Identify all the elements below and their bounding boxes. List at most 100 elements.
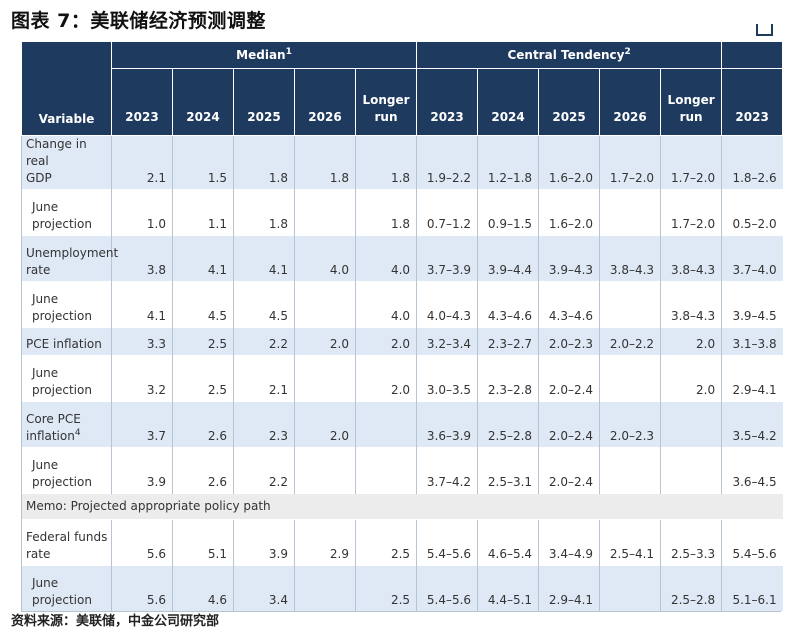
row-label-line: projection [32, 383, 92, 397]
table-cell: 2.1 [111, 135, 173, 190]
table-cell: 3.8–4.3 [660, 235, 722, 282]
table-cell: 3.3 [111, 327, 173, 356]
table-cell: 3.8–4.3 [599, 235, 661, 282]
table-row: June projection 4.1 4.5 4.5 4.0 4.0–4.3 4.3–4.6… [21, 281, 783, 328]
year-header-line: 2023 [125, 110, 159, 124]
table-cell: 2.0–2.2 [599, 327, 661, 356]
year-header: 2026 [599, 68, 662, 136]
table-cell: 4.1 [111, 281, 173, 328]
table-cell: 3.2–3.4 [416, 327, 478, 356]
table-cell: 2.9–4.1 [538, 565, 600, 611]
table-cell: 4.3–4.6 [538, 281, 600, 328]
table-cell: 3.2 [111, 355, 173, 402]
year-header: 2024 [477, 68, 540, 136]
row-label: June projection [21, 355, 112, 402]
row-label-line: Federal funds [26, 530, 108, 544]
table-row: Change in real GDP 2.1 1.5 1.8 1.8 1.8 1.9–2.2 1… [21, 135, 783, 190]
table-cell: 2.5–2.8 [477, 401, 539, 448]
central-tendency-label: Central Tendency [507, 48, 625, 62]
table-cell [599, 447, 661, 494]
table-cell [354, 447, 417, 494]
row-label: June projection [21, 447, 112, 494]
table-cell: 0.5–2.0 [721, 189, 783, 236]
table-cell: 2.3–2.7 [477, 327, 539, 356]
table-cell: 3.9–4.5 [721, 281, 783, 328]
table-cell: 2.5 [354, 565, 417, 611]
memo-label: Memo: Projected appropriate policy path [20, 493, 783, 520]
table-cell [294, 189, 356, 236]
row-label-line: June [32, 576, 59, 590]
table-cell: 1.5 [172, 135, 234, 190]
year-header: 2026 [294, 68, 356, 136]
table-cell: 2.5–2.8 [660, 565, 722, 611]
year-header: Longer run [660, 68, 723, 136]
table-row: PCE inflation 3.3 2.5 2.2 2.0 2.0 3.2–3.4 2.3–2… [21, 327, 783, 356]
table-cell: 0.9–1.5 [477, 189, 539, 236]
row-label-line: rate [26, 547, 51, 561]
row-label-line: June [32, 200, 59, 214]
row-label-line: PCE inflation [26, 337, 102, 351]
table-cell: 1.9–2.2 [416, 135, 478, 190]
table-cell: 5.1 [172, 519, 234, 566]
year-header: 2025 [538, 68, 601, 136]
table-cell: 1.1 [172, 189, 234, 236]
table-cell: 5.4–5.6 [416, 565, 478, 611]
row-label: Core PCE inflation4 [21, 401, 112, 448]
year-header-line: run [374, 110, 398, 124]
row-label-line: projection [32, 217, 92, 231]
table-cell: 2.0 [660, 327, 722, 356]
year-header-line: 2025 [247, 110, 281, 124]
table-row: June projection 1.0 1.1 1.8 1.8 0.7–1.2 0.9–1.5… [21, 189, 783, 236]
row-label-line: June [32, 458, 59, 472]
table-cell: 2.6 [172, 447, 234, 494]
table-cell: 5.1–6.1 [721, 565, 783, 611]
table-cell: 3.7–3.9 [416, 235, 478, 282]
variable-header: Variable [21, 42, 112, 136]
table-cell: 1.7–2.0 [660, 135, 722, 190]
table-cell: 4.3–4.6 [477, 281, 539, 328]
table-cell: 2.0 [660, 355, 722, 402]
row-label: June projection [21, 189, 112, 236]
year-header-line: 2024 [186, 110, 220, 124]
table-header: Variable Median1 Central Tendency2 2023 2… [21, 42, 784, 136]
row-label: PCE inflation [21, 327, 112, 356]
year-header-line: 2025 [552, 110, 586, 124]
table-cell: 3.6–3.9 [416, 401, 478, 448]
year-header-line: Longer [667, 93, 715, 107]
row-label-line: June [32, 366, 59, 380]
table-cell: 2.5–3.3 [660, 519, 722, 566]
table-cell: 3.0–3.5 [416, 355, 478, 402]
row-label-line: projection [32, 593, 92, 607]
table-cell: 2.3 [233, 401, 295, 448]
table-cell: 2.0–2.4 [538, 355, 600, 402]
table-cell: 3.9 [111, 447, 173, 494]
table-cell: 2.0–2.3 [538, 327, 600, 356]
range-header [721, 42, 784, 69]
table-cell: 2.5 [172, 355, 234, 402]
table-cell: 3.4 [233, 565, 295, 611]
table-cell: 4.5 [233, 281, 295, 328]
table-cell [294, 565, 356, 611]
table-cell [294, 447, 356, 494]
year-header-line: 2023 [430, 110, 464, 124]
table-cell [599, 565, 661, 611]
table-row: June projection 5.6 4.6 3.4 2.5 5.4–5.6 4.4–5.1… [21, 565, 783, 611]
row-label-line: projection [32, 309, 92, 323]
table-cell: 3.9–4.3 [538, 235, 600, 282]
table-cell: 3.9 [233, 519, 295, 566]
table-row: Core PCE inflation4 3.7 2.6 2.3 2.0 3.6–3.9 2.5… [21, 401, 783, 448]
row-label: Change in real GDP [21, 135, 112, 190]
table-cell: 1.0 [111, 189, 173, 236]
row-label-line: inflation [26, 429, 75, 443]
table-body: Change in real GDP 2.1 1.5 1.8 1.8 1.8 1.9–2.2 1… [20, 135, 783, 611]
table-cell: 2.9 [294, 519, 356, 566]
row-label-line: Change in real [26, 137, 87, 168]
table-cell: 1.8 [354, 135, 417, 190]
year-header-line: Longer [362, 93, 410, 107]
table-cell: 3.8 [111, 235, 173, 282]
expand-icon[interactable] [756, 24, 773, 36]
table-cell: 5.6 [111, 565, 173, 611]
table-cell: 3.4–4.9 [538, 519, 600, 566]
table-cell [294, 355, 356, 402]
row-label-line: GDP [26, 171, 52, 185]
